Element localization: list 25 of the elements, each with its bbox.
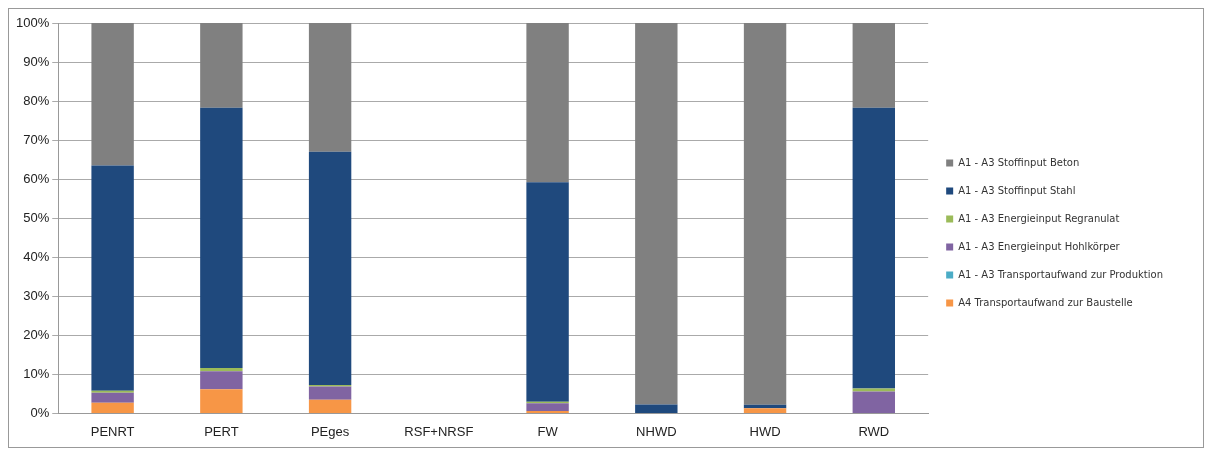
x-tick-label: FW bbox=[537, 423, 559, 439]
legend-label: A1 - A3 Energieinput Hohlkörper bbox=[958, 240, 1121, 252]
y-tick-label: 50% bbox=[23, 209, 50, 225]
legend-label: A1 - A3 Stoffinput Beton bbox=[958, 156, 1080, 168]
legend-label: A4 Transportaufwand zur Baustelle bbox=[958, 296, 1133, 308]
y-tick-label: 60% bbox=[23, 170, 50, 186]
legend-label: A1 - A3 Transportaufwand zur Produktion bbox=[958, 268, 1164, 280]
y-tick-label: 20% bbox=[23, 326, 50, 342]
y-tick-label: 80% bbox=[23, 92, 50, 108]
x-tick-label: RSF+NRSF bbox=[404, 423, 474, 439]
x-tick-label: NHWD bbox=[636, 423, 677, 439]
y-tick-label: 70% bbox=[23, 131, 50, 147]
x-tick-label: PEges bbox=[310, 423, 350, 439]
y-tick-label: 100% bbox=[16, 14, 50, 30]
y-tick-label: 30% bbox=[23, 287, 50, 303]
x-tick-label: RWD bbox=[858, 423, 890, 439]
y-tick-label: 0% bbox=[30, 404, 50, 420]
y-tick-label: 90% bbox=[23, 53, 50, 69]
legend-label: A1 - A3 Energieinput Regranulat bbox=[958, 212, 1120, 224]
x-tick-label: PENRT bbox=[90, 423, 135, 439]
y-tick-label: 10% bbox=[23, 365, 50, 381]
legend-label: A1 - A3 Stoffinput Stahl bbox=[958, 184, 1076, 196]
x-tick-label: HWD bbox=[749, 423, 781, 439]
x-tick-label: PERT bbox=[204, 423, 239, 439]
y-tick-label: 40% bbox=[23, 248, 50, 264]
